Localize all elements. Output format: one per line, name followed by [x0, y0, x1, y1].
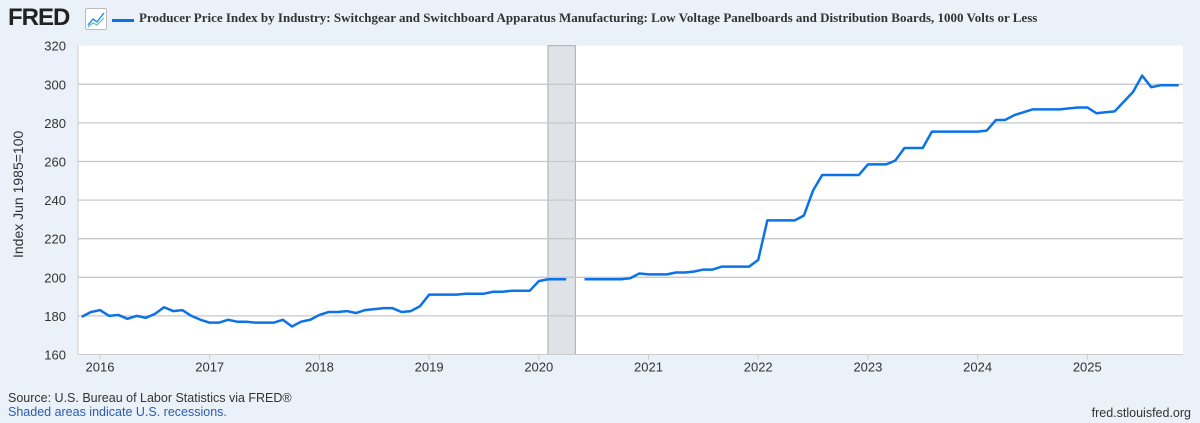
y-tick-label: 180: [44, 309, 66, 324]
x-tick-label: 2024: [963, 360, 992, 375]
y-tick-label: 160: [44, 348, 66, 363]
fred-url[interactable]: fred.stlouisfed.org: [1091, 406, 1191, 420]
x-tick-label: 2021: [634, 360, 663, 375]
legend-swatch: [112, 19, 134, 22]
y-tick-label: 200: [44, 270, 66, 285]
x-tick-label: 2020: [524, 360, 553, 375]
x-tick-label: 2018: [305, 360, 334, 375]
x-tick-label: 2022: [744, 360, 773, 375]
x-tick-label: 2016: [86, 360, 115, 375]
y-tick-label: 320: [44, 39, 66, 54]
series-line: [584, 74, 1179, 281]
y-tick-label: 220: [44, 232, 66, 247]
x-tick-label: 2019: [415, 360, 444, 375]
chart-title: Producer Price Index by Industry: Switch…: [139, 10, 1038, 25]
x-tick-label: 2017: [195, 360, 224, 375]
source-note: Source: U.S. Bureau of Labor Statistics …: [8, 391, 292, 405]
recession-note-link[interactable]: Shaded areas indicate U.S. recessions.: [8, 405, 227, 419]
x-tick-label: 2023: [853, 360, 882, 375]
y-tick-label: 240: [44, 193, 66, 208]
y-tick-label: 300: [44, 77, 66, 92]
series-line: [81, 277, 567, 328]
y-tick-label: 260: [44, 155, 66, 170]
x-tick-label: 2025: [1073, 360, 1102, 375]
y-tick-label: 280: [44, 116, 66, 131]
chart-line-icon[interactable]: [85, 8, 107, 30]
fred-logo[interactable]: FRED: [8, 4, 70, 31]
